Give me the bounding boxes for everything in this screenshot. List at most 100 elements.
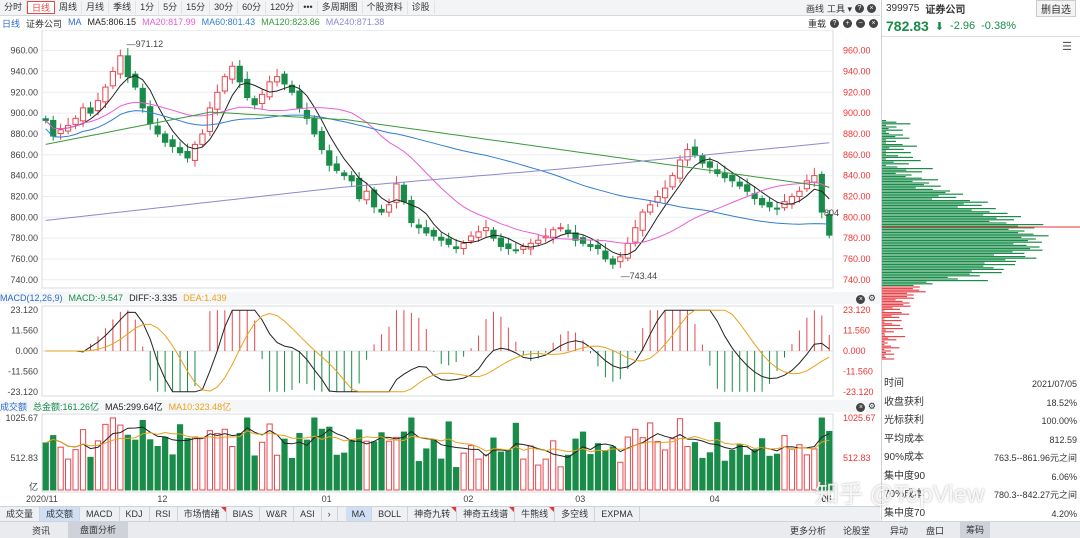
indicator-tab-8[interactable]: ASI [294, 507, 322, 522]
chip-bar [882, 347, 900, 349]
dea-line [45, 309, 830, 393]
legend-period[interactable]: 日线 [2, 19, 21, 29]
period-7[interactable]: 15分 [182, 1, 211, 14]
chip-bar [882, 259, 1006, 261]
bottom-tab-1[interactable]: 论股堂 [843, 526, 871, 536]
price-tick-right: 780.00 [843, 233, 871, 243]
chip-bar [882, 142, 886, 144]
chip-stats: 时间 2021/07/05 收盘获利 18.52% 光标获利 100.00% 平均成本 812… [882, 375, 1079, 523]
tabs-next-icon[interactable]: › [322, 507, 338, 522]
price-tick-right: 840.00 [843, 171, 871, 181]
candle-body [378, 208, 385, 213]
close-icon[interactable]: × [856, 294, 866, 304]
bottom-tab-3[interactable]: 盘口 [926, 526, 945, 536]
chip-bar [882, 273, 970, 275]
volume-bar [236, 432, 243, 491]
volume-bar [296, 432, 303, 491]
period-1[interactable]: 日线 [27, 1, 56, 14]
volume-bar [423, 448, 430, 491]
zoom-in-icon[interactable]: + [843, 19, 852, 28]
chip-bar [882, 230, 1025, 232]
list-icon[interactable]: ☰ [1062, 41, 1072, 53]
draw-button[interactable]: 画线 [805, 4, 824, 14]
indicator-tab-7[interactable]: W&R [260, 507, 295, 522]
remove-watchlist-button[interactable]: 删自选 [1036, 0, 1076, 17]
indicator-tab-6[interactable]: BIAS [227, 507, 261, 522]
overlay-tab-5[interactable]: 多空线 [555, 507, 596, 522]
last-label: 804 [824, 208, 839, 218]
candle-body [132, 73, 139, 88]
volume-bar [415, 461, 422, 491]
chip-bar [882, 174, 912, 176]
period-13[interactable]: 个股资料 [363, 1, 408, 14]
candle-body [758, 198, 766, 206]
overlay-tab-0[interactable]: MA [345, 507, 373, 522]
volume-bar [647, 422, 654, 491]
overlay-tab-3[interactable]: 神奇五线谱 [457, 507, 516, 522]
volume-bar [684, 445, 691, 491]
tools-button[interactable]: 工具 ▾ [826, 4, 852, 14]
period-9[interactable]: 60分 [238, 1, 267, 14]
chip-bar [882, 352, 886, 354]
overlay-tab-1[interactable]: BOLL [372, 507, 409, 522]
period-14[interactable]: 诊股 [408, 1, 435, 14]
volume-bar [639, 437, 646, 491]
indicator-tab-3[interactable]: KDJ [120, 507, 150, 522]
volume-bar [65, 458, 72, 491]
chip-bar [882, 147, 890, 149]
macd-tick-left: 0.000 [15, 346, 38, 356]
period-11[interactable]: ••• [299, 1, 318, 14]
indicator-tab-0[interactable]: 成交量 [0, 507, 41, 522]
period-8[interactable]: 30分 [210, 1, 239, 14]
chip-bar [882, 337, 889, 339]
gear-icon[interactable]: ⚙ [867, 400, 876, 411]
help-icon[interactable]: ? [830, 19, 839, 28]
overlay-tab-2[interactable]: 神奇九转 [408, 507, 458, 522]
indicator-tab-5[interactable]: 市场情绪 [178, 507, 227, 522]
zoom-out-icon[interactable]: − [856, 19, 865, 28]
period-2[interactable]: 周线 [55, 1, 83, 14]
main-legend: 日线 证券公司 MA MA5:806.15 MA20:817.99 MA60:8… [2, 17, 384, 29]
close-icon[interactable]: × [856, 402, 866, 412]
period-6[interactable]: 5分 [159, 1, 183, 14]
chip-stat-label: 收盘获利 [884, 396, 924, 408]
candle-body [617, 256, 624, 263]
chip-stat-row: 时间 2021/07/05 [882, 375, 1079, 394]
indicator-tab-4[interactable]: RSI [150, 507, 178, 522]
volume-bar [445, 421, 452, 491]
bottom-tab-0[interactable]: 更多分析 [790, 526, 827, 536]
period-3[interactable]: 月线 [82, 1, 110, 14]
help-icon[interactable]: ? [855, 4, 864, 13]
period-10[interactable]: 120分 [266, 1, 300, 14]
close-icon[interactable]: × [869, 19, 878, 28]
macd-tick-left: -23.120 [7, 387, 38, 397]
overlay-tab-6[interactable]: EXPMA [595, 507, 640, 522]
overlay-tab-4[interactable]: 牛熊线 [515, 507, 556, 522]
chip-bar [882, 196, 957, 198]
close-icon[interactable]: × [867, 4, 876, 13]
candle-body [445, 238, 452, 245]
market-analysis-tab[interactable]: 盘面分析 [68, 522, 128, 538]
restore-button[interactable]: 重载 [807, 19, 826, 29]
period-0[interactable]: 分时 [0, 1, 28, 14]
candle-body [826, 214, 833, 236]
ma5-line [45, 75, 830, 256]
bottom-tab-2[interactable]: 异动 [890, 526, 909, 536]
vol-total: 总金额:161.26亿 [33, 401, 100, 412]
period-4[interactable]: 季线 [109, 1, 137, 14]
chip-bar [882, 217, 997, 219]
period-5[interactable]: 1分 [136, 1, 160, 14]
chip-bar [882, 324, 901, 326]
gear-icon[interactable]: ⚙ [867, 292, 876, 303]
kline-chart[interactable]: 960.00 960.00 940.00 940.00 920.00 920.00 900.… [0, 30, 880, 506]
chip-stat-row: 集中度90 6.06% [882, 468, 1079, 487]
bottom-tab-4[interactable]: 筹码 [960, 522, 991, 538]
indicator-tab-2[interactable]: MACD [80, 507, 120, 522]
candle-body [42, 118, 49, 121]
volume-bar [94, 440, 102, 491]
candle-body [356, 177, 363, 200]
news-tab[interactable]: 资讯 [32, 526, 51, 536]
period-12[interactable]: 多周期图 [318, 1, 363, 14]
indicator-tab-1[interactable]: 成交额 [40, 507, 81, 522]
legend-ma[interactable]: MA [68, 17, 82, 27]
